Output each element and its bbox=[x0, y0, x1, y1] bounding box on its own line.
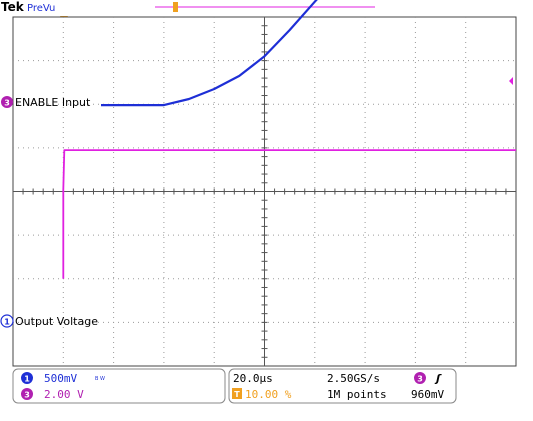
trigger-position-readout: T 10.00 % bbox=[232, 388, 292, 401]
timebase-scale: 20.0µs bbox=[233, 372, 273, 385]
svg-text:1: 1 bbox=[24, 375, 30, 384]
trigger-source-readout[interactable]: 3 ʃ bbox=[414, 372, 442, 385]
trace-ch3 bbox=[62, 149, 516, 279]
bandwidth-limit-icon: B W bbox=[95, 376, 105, 382]
trigger-position: 10.00 % bbox=[245, 388, 292, 401]
trigger-level: 960mV bbox=[411, 388, 444, 401]
ch1-scale: 500mV bbox=[44, 372, 77, 385]
ch3-ground-marker: 3 bbox=[1, 96, 13, 108]
vertical-readout-panel[interactable] bbox=[12, 368, 226, 404]
ch3-trace-label: ENABLE Input bbox=[15, 96, 91, 109]
ch1-trace-label: Output Voltage bbox=[15, 315, 98, 328]
svg-text:1: 1 bbox=[4, 318, 10, 327]
record-trigger-marker bbox=[173, 2, 178, 12]
trigger-level-arrow bbox=[509, 77, 513, 85]
trace-ch1 bbox=[101, 0, 318, 107]
traces bbox=[62, 0, 516, 279]
ch3-readout[interactable]: 3 2.00 V bbox=[21, 388, 84, 401]
ch1-readout[interactable]: 1 500mV B W bbox=[21, 372, 105, 385]
svg-text:3: 3 bbox=[4, 99, 10, 108]
ch3-scale: 2.00 V bbox=[44, 388, 84, 401]
svg-text:T: T bbox=[234, 390, 240, 399]
acquisition-mode-label: PreVu bbox=[27, 3, 55, 14]
horizontal-readout-panel[interactable] bbox=[228, 368, 457, 404]
record-length: 1M points bbox=[327, 388, 387, 401]
graticule-grid bbox=[13, 17, 516, 366]
trigger-slope-icon: ʃ bbox=[434, 372, 442, 385]
svg-text:3: 3 bbox=[417, 375, 423, 384]
svg-text:3: 3 bbox=[24, 391, 30, 400]
brand-label: Tek bbox=[1, 0, 25, 14]
sample-rate: 2.50GS/s bbox=[327, 372, 380, 385]
ch1-ground-marker: 1 bbox=[0, 314, 14, 328]
